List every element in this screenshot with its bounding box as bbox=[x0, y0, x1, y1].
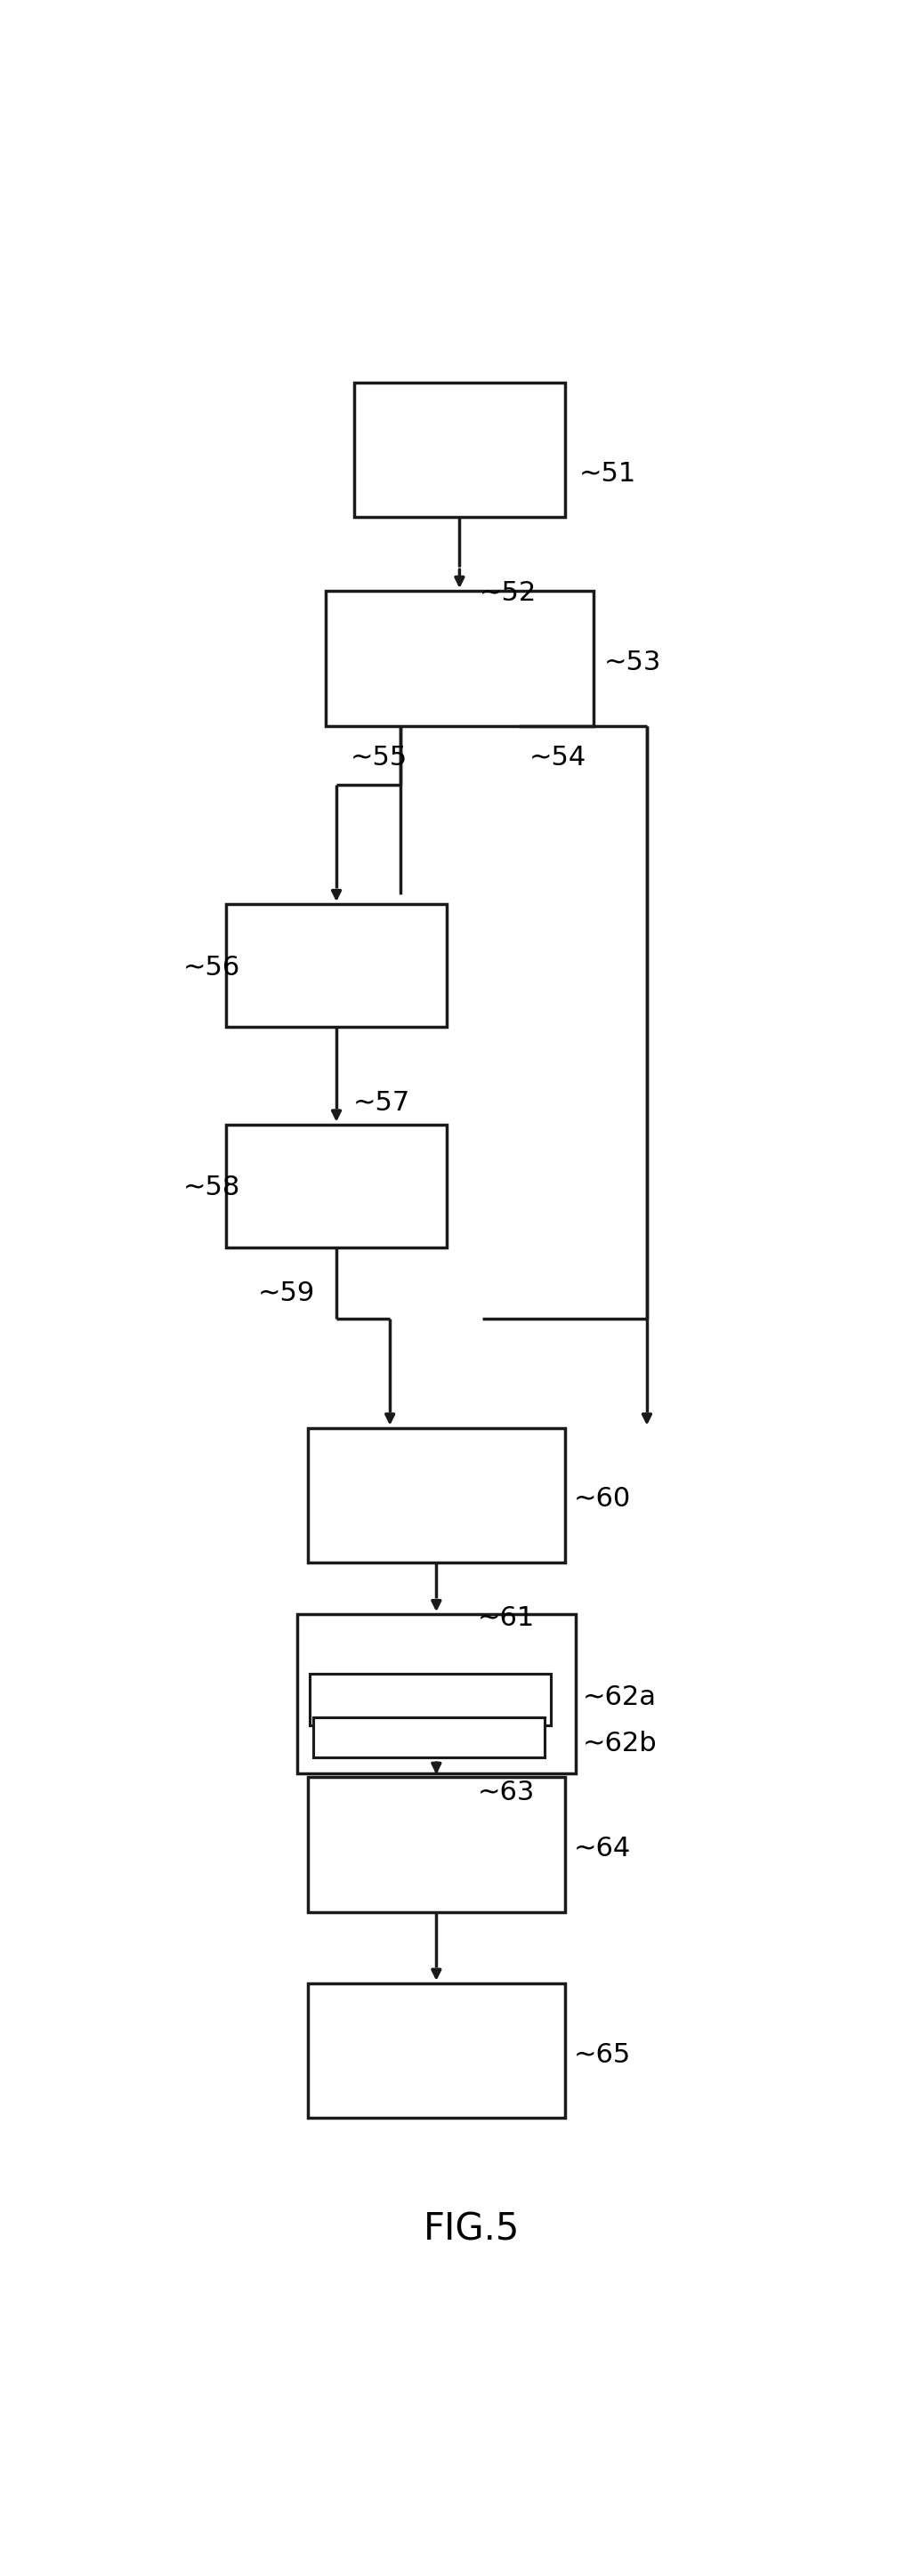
Text: ∼58: ∼58 bbox=[183, 1175, 240, 1200]
Bar bbox=[226, 904, 447, 1028]
Text: ∼64: ∼64 bbox=[574, 1837, 631, 1862]
Bar bbox=[308, 1777, 565, 1911]
Text: ∼51: ∼51 bbox=[579, 461, 636, 487]
Bar bbox=[226, 1123, 447, 1247]
Text: FIG.5: FIG.5 bbox=[424, 2210, 520, 2249]
Text: ∼62b: ∼62b bbox=[583, 1731, 657, 1757]
Bar bbox=[308, 1427, 565, 1564]
Bar bbox=[355, 381, 565, 518]
Text: ∼55: ∼55 bbox=[351, 744, 408, 770]
Text: ∼52: ∼52 bbox=[479, 580, 536, 605]
Bar bbox=[313, 1718, 545, 1757]
Text: ∼59: ∼59 bbox=[258, 1280, 315, 1306]
Bar bbox=[326, 590, 593, 726]
Text: ∼60: ∼60 bbox=[574, 1486, 631, 1512]
Bar bbox=[297, 1615, 576, 1772]
Text: ∼61: ∼61 bbox=[478, 1605, 535, 1631]
Text: ∼53: ∼53 bbox=[604, 649, 661, 675]
Text: ∼56: ∼56 bbox=[183, 956, 240, 981]
Bar bbox=[308, 1984, 565, 2117]
Text: ∼65: ∼65 bbox=[574, 2043, 631, 2069]
Text: ∼54: ∼54 bbox=[529, 744, 587, 770]
Bar bbox=[309, 1674, 551, 1726]
Text: ∼57: ∼57 bbox=[353, 1090, 410, 1115]
Text: ∼63: ∼63 bbox=[478, 1780, 535, 1806]
Text: ∼62a: ∼62a bbox=[583, 1685, 657, 1710]
